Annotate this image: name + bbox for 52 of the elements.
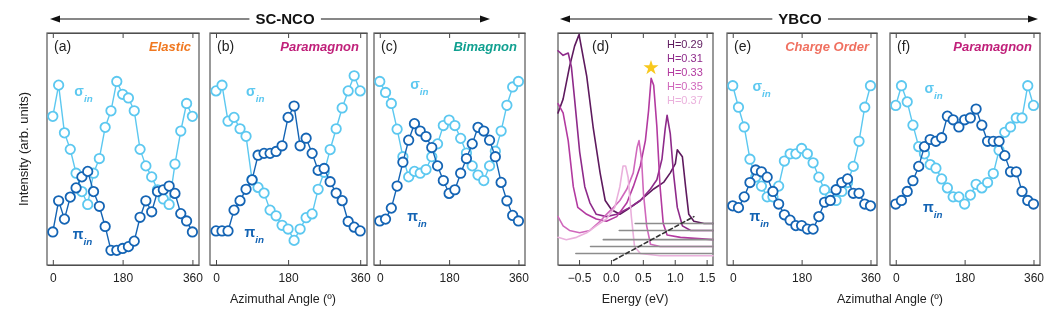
text: H=0.35 <box>667 80 703 92</box>
x-tick-label: 1.5 <box>698 270 716 285</box>
series-label: π$_{in}$ <box>749 207 769 229</box>
chart-title: YBCO <box>778 10 822 27</box>
chart-subtitle: Paramagnon <box>280 39 360 54</box>
series-label: σ$_{in}$ <box>246 82 265 104</box>
chart-title: SC-NCO <box>255 10 315 27</box>
x-tick-label: 180 <box>439 270 460 285</box>
text: (b) <box>217 38 235 54</box>
x-axis-title: Energy (eV) <box>601 292 669 306</box>
series-label: H=0.33 <box>667 66 703 78</box>
x-tick-label: 0.5 <box>634 270 652 285</box>
x-tick-label: 0 <box>213 270 221 285</box>
x-axis-title: Azimuthal Angle (º) <box>230 292 336 306</box>
x-tick-label: 1.0 <box>666 270 684 285</box>
x-tick-label: 0 <box>892 270 900 285</box>
x-tick-label: −0.5 <box>567 270 592 285</box>
series-label: σ$_{in}$ <box>752 78 771 99</box>
chart-subtitle: Charge Order <box>785 39 870 54</box>
x-tick-label: 360 <box>508 270 530 285</box>
x-tick-label: 180 <box>113 270 134 285</box>
text: H=0.31 <box>667 52 703 64</box>
text: (c) <box>381 38 398 54</box>
x-tick-label: 180 <box>792 270 813 285</box>
series-label: π$_{in}$ <box>407 207 427 229</box>
chart-subtitle: Bimagnon <box>453 39 518 54</box>
series-label: π$_{in}$ <box>244 224 264 245</box>
x-tick-label: 360 <box>182 270 204 285</box>
x-tick-label: 0 <box>376 270 384 285</box>
text: (f) <box>897 38 911 54</box>
series-label: σ$_{in}$ <box>74 82 93 104</box>
series-label: σ$_{in}$ <box>410 75 429 97</box>
text: H=0.29 <box>667 38 703 50</box>
x-tick-label: 360 <box>350 270 372 285</box>
chart-subtitle: Elastic <box>149 39 192 54</box>
text: H=0.37 <box>667 94 703 106</box>
series-label: π$_{in}$ <box>72 226 93 247</box>
x-tick-label: 180 <box>278 270 299 285</box>
x-axis-title: Azimuthal Angle (º) <box>837 292 943 306</box>
annotation: (d) <box>592 38 610 54</box>
x-tick-label: 180 <box>955 270 976 285</box>
x-tick-label: 0.0 <box>603 270 621 285</box>
series-label: π$_{in}$ <box>923 198 943 220</box>
x-tick-label: 360 <box>860 270 882 285</box>
text: (e) <box>734 38 752 54</box>
x-tick-label: 0 <box>729 270 737 285</box>
text: (a) <box>54 38 72 54</box>
chart-subtitle: Paramagnon <box>953 39 1033 54</box>
y-axis-title: Intensity (arb. units) <box>16 91 31 207</box>
series-label: σ$_{in}$ <box>924 80 943 101</box>
x-tick-label: 360 <box>1023 270 1045 285</box>
x-tick-label: 0 <box>49 270 57 285</box>
